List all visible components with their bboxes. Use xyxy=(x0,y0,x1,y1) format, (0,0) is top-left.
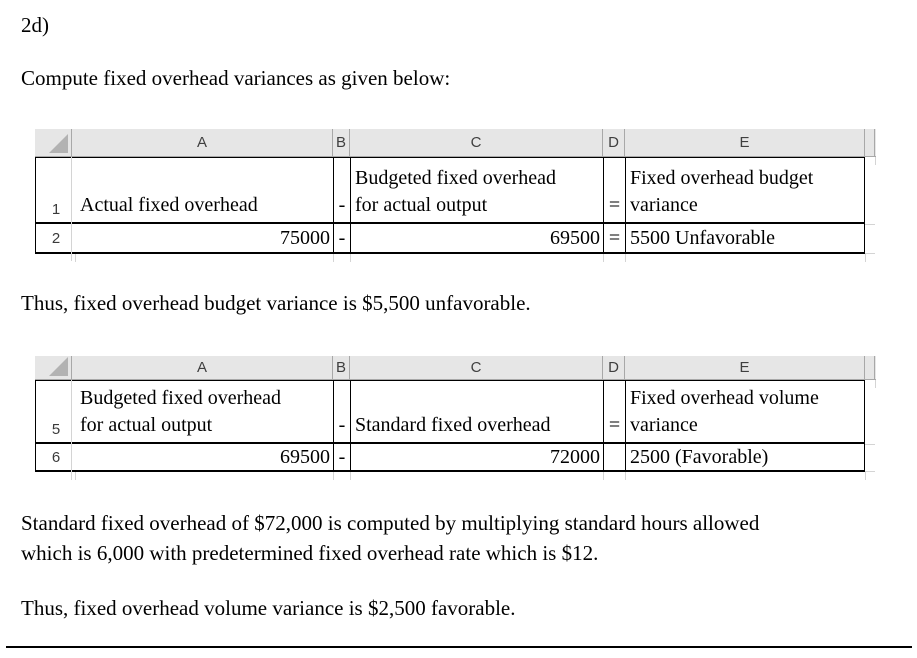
cell-text: = xyxy=(608,226,621,249)
cell-b1: - xyxy=(334,158,351,222)
column-header-c: C xyxy=(350,356,603,379)
column-header-partial xyxy=(865,129,875,156)
cell-d6 xyxy=(604,444,626,470)
table-row: 1 Actual fixed overhead - Budgeted fixed… xyxy=(36,158,865,224)
row-header-2: 2 xyxy=(51,229,61,247)
cell-d5: = xyxy=(604,381,626,442)
column-header-d: D xyxy=(603,356,625,379)
cell-text: 72000 xyxy=(550,445,600,468)
cell-a6: 69500 xyxy=(76,444,334,470)
column-header-a: A xyxy=(72,129,333,156)
gridline-sliver xyxy=(865,472,866,480)
select-all-corner xyxy=(35,129,72,156)
cell-b5: - xyxy=(334,381,351,442)
column-header-e: E xyxy=(625,129,865,156)
select-all-triangle-icon xyxy=(49,134,68,153)
cell-text: Budgeted fixed overhead for actual outpu… xyxy=(80,387,282,436)
gridline-sliver xyxy=(625,472,626,480)
standard-overhead-note: Standard fixed overhead of $72,000 is co… xyxy=(21,511,760,565)
cell-c1: Budgeted fixed overhead for actual outpu… xyxy=(351,158,604,222)
cell-text: 5500 Unfavorable xyxy=(630,226,775,249)
select-all-triangle-icon xyxy=(49,357,68,376)
gridline-sliver xyxy=(875,380,876,388)
column-header-row: A B C D E xyxy=(35,129,876,157)
column-header-e: E xyxy=(625,356,865,379)
gridline-sliver xyxy=(865,444,875,445)
cell-c2: 69500 xyxy=(351,224,604,252)
column-header-row: A B C D E xyxy=(35,356,876,380)
column-header-partial xyxy=(865,356,875,379)
gridline-sliver xyxy=(333,472,334,480)
gridline-sliver xyxy=(865,253,875,254)
column-header-a: A xyxy=(72,356,333,379)
intro-text: Compute fixed overhead variances as give… xyxy=(21,66,451,90)
cell-text: 69500 xyxy=(550,226,600,249)
table-row: 6 69500 - 72000 2500 (Favorable) xyxy=(36,444,865,472)
cell-text: = xyxy=(608,194,621,216)
select-all-corner xyxy=(35,356,72,379)
cell-a1: Actual fixed overhead xyxy=(76,158,334,222)
spreadsheet-budget-variance: A B C D E 1 Actual fixed overhead - Budg… xyxy=(35,129,876,262)
table-row: 5 Budgeted fixed overhead for actual out… xyxy=(36,381,865,444)
cell-d1: = xyxy=(604,158,626,222)
cell-text: Standard fixed overhead xyxy=(355,414,551,436)
cell-e2: 5500 Unfavorable xyxy=(626,224,865,252)
bottom-divider xyxy=(6,646,912,648)
gridline-sliver xyxy=(865,471,875,472)
cell-text: - xyxy=(338,445,346,468)
gridline-sliver xyxy=(865,224,875,225)
cell-a5: Budgeted fixed overhead for actual outpu… xyxy=(76,381,334,442)
column-header-d: D xyxy=(603,129,625,156)
gridline-sliver xyxy=(865,254,866,262)
cell-e1: Fixed overhead budget variance xyxy=(626,158,865,222)
budget-variance-note: Thus, fixed overhead budget variance is … xyxy=(21,291,531,315)
cell-grid: 1 Actual fixed overhead - Budgeted fixed… xyxy=(35,157,865,254)
gridline-sliver xyxy=(875,157,876,165)
spreadsheet-volume-variance: A B C D E 5 Budgeted fixed overhead for … xyxy=(35,356,876,480)
gridline-sliver xyxy=(625,254,626,262)
row-header-1: 1 xyxy=(51,201,61,218)
cell-text: - xyxy=(338,194,346,216)
cell-d2: = xyxy=(604,224,626,252)
cell-text: Fixed overhead volume variance xyxy=(630,387,819,436)
cell-grid: 5 Budgeted fixed overhead for actual out… xyxy=(35,380,865,472)
cell-text: - xyxy=(338,226,346,249)
cell-b6: - xyxy=(334,444,351,470)
cell-a2: 75000 xyxy=(76,224,334,252)
cell-text: - xyxy=(338,414,346,436)
gridline-sliver xyxy=(350,254,351,262)
cell-b2: - xyxy=(334,224,351,252)
cell-text: Fixed overhead budget variance xyxy=(630,167,814,216)
cell-c6: 72000 xyxy=(351,444,604,470)
cell-text: 75000 xyxy=(280,226,330,249)
cell-text: Budgeted fixed overhead for actual outpu… xyxy=(355,167,557,216)
column-header-b: B xyxy=(333,356,350,379)
row-header-6: 6 xyxy=(51,448,61,466)
gridline-sliver xyxy=(75,254,76,262)
row-header-5: 5 xyxy=(51,421,61,438)
volume-variance-note: Thus, fixed overhead volume variance is … xyxy=(21,596,516,620)
gridline-sliver xyxy=(350,472,351,480)
cell-e6: 2500 (Favorable) xyxy=(626,444,865,470)
gridline-sliver xyxy=(333,254,334,262)
cell-text: Actual fixed overhead xyxy=(80,194,258,216)
cell-text: 69500 xyxy=(280,445,330,468)
cell-c5: Standard fixed overhead xyxy=(351,381,604,442)
column-header-c: C xyxy=(350,129,603,156)
column-header-b: B xyxy=(333,129,350,156)
cell-text: = xyxy=(608,414,621,436)
gridline-sliver xyxy=(603,472,604,480)
cell-e5: Fixed overhead volume variance xyxy=(626,381,865,442)
row-header-gridline xyxy=(71,380,72,480)
gridline-sliver xyxy=(75,472,76,480)
cell-text: 2500 (Favorable) xyxy=(630,445,769,468)
section-heading: 2d) xyxy=(21,13,49,37)
gridline-sliver xyxy=(603,254,604,262)
table-row: 2 75000 - 69500 = 5500 Unfavorable xyxy=(36,224,865,254)
row-header-gridline xyxy=(71,157,72,261)
